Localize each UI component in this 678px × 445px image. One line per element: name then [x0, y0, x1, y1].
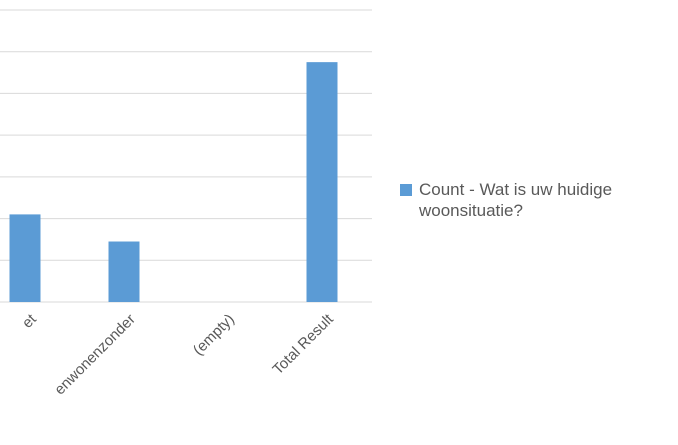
x-tick-label: Total Result	[269, 310, 337, 378]
x-tick-label: enwonenzonder	[51, 311, 139, 399]
legend: Count - Wat is uw huidige woonsituatie?	[400, 179, 670, 221]
bar	[306, 62, 338, 303]
x-tick-label: et	[19, 310, 40, 331]
legend-label: Count - Wat is uw huidige woonsituatie?	[419, 180, 613, 220]
legend-swatch	[400, 184, 412, 196]
x-tick-label: (empty)	[190, 311, 238, 359]
bar	[108, 241, 140, 302]
bar	[9, 214, 41, 302]
